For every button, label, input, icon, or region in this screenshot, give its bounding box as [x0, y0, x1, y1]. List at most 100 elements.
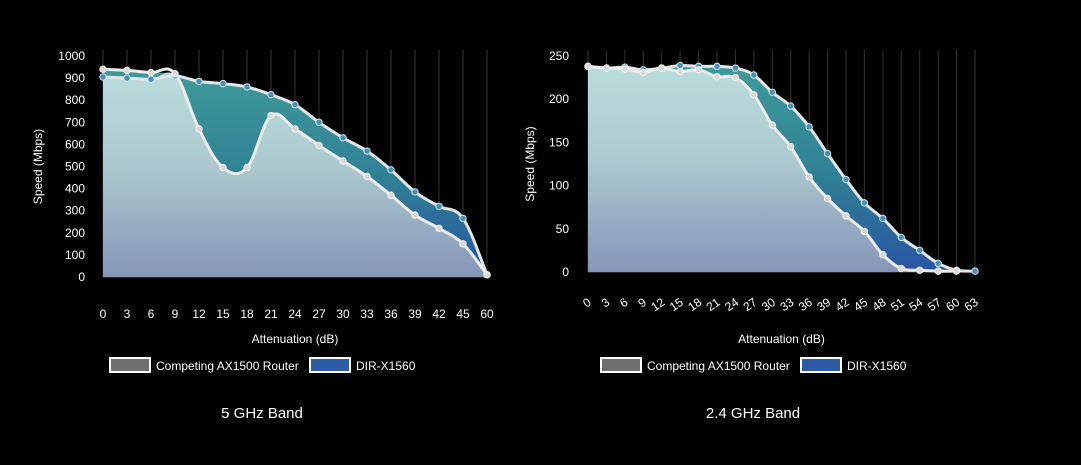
y-tick-label: 50 [556, 222, 570, 236]
y-tick-label: 150 [549, 135, 569, 149]
x-tick-label: 15 [667, 295, 686, 314]
x-tick-label: 30 [336, 307, 350, 321]
data-point-dir-x1560 [147, 75, 155, 83]
data-point-competing [879, 251, 887, 259]
data-point-dir-x1560 [339, 134, 347, 142]
x-tick-label: 39 [408, 307, 422, 321]
data-point-competing [99, 65, 107, 73]
x-tick-label: 39 [814, 295, 833, 314]
data-point-dir-x1560 [267, 90, 275, 99]
data-point-competing [584, 62, 592, 71]
data-point-competing [694, 66, 703, 74]
x-tick-label: 6 [617, 295, 631, 310]
x-tick-label: 3 [599, 295, 613, 310]
data-point-competing [243, 163, 251, 172]
y-tick-label: 700 [65, 115, 85, 129]
x-tick-label: 54 [906, 295, 925, 314]
x-tick-label: 33 [360, 307, 374, 321]
x-tick-label: 9 [172, 307, 179, 321]
data-point-competing [805, 173, 813, 181]
data-point-competing [195, 125, 203, 133]
data-point-competing [171, 69, 179, 78]
data-point-competing [750, 91, 758, 99]
legend-label-dir-x1560: DIR-X1560 [847, 359, 907, 373]
x-tick-label: 60 [480, 307, 494, 321]
legend-label-competing: Competing AX1500 Router [647, 359, 790, 373]
x-tick-label: 0 [580, 295, 594, 310]
legend-label-competing: Competing AX1500 Router [156, 359, 299, 373]
x-tick-label: 27 [312, 307, 326, 321]
data-point-competing [768, 121, 776, 129]
data-point-competing [339, 157, 347, 165]
y-tick-label: 100 [549, 179, 569, 193]
data-point-dir-x1560 [123, 74, 131, 82]
y-tick-label: 300 [65, 204, 85, 218]
data-point-competing [483, 271, 491, 279]
data-point-dir-x1560 [823, 149, 832, 158]
data-point-dir-x1560 [219, 79, 227, 88]
x-axis-title: Attenuation (dB) [738, 332, 825, 346]
x-tick-label: 48 [870, 295, 889, 314]
data-point-dir-x1560 [971, 267, 979, 275]
x-tick-label: 18 [685, 295, 704, 314]
data-point-dir-x1560 [879, 214, 887, 223]
data-point-dir-x1560 [99, 73, 107, 81]
x-tick-label: 15 [216, 307, 230, 321]
data-point-competing [602, 64, 611, 72]
x-tick-label: 42 [432, 307, 446, 321]
data-point-competing [621, 65, 629, 73]
y-axis-title: Speed (Mbps) [523, 126, 537, 201]
data-point-competing [823, 194, 832, 203]
y-tick-label: 800 [65, 93, 85, 107]
data-point-dir-x1560 [363, 147, 371, 155]
lower-fill-area [588, 66, 975, 272]
data-point-competing [676, 67, 684, 76]
x-tick-label: 45 [851, 295, 870, 314]
x-tick-label: 42 [833, 295, 852, 314]
data-point-dir-x1560 [897, 233, 905, 242]
data-point-dir-x1560 [731, 64, 740, 72]
y-tick-label: 600 [65, 137, 85, 151]
data-point-competing [934, 267, 942, 275]
y-tick-label: 250 [549, 49, 569, 63]
data-point-competing [363, 172, 371, 181]
data-point-competing [731, 73, 740, 82]
data-point-dir-x1560 [805, 123, 813, 131]
x-axis-title: Attenuation (dB) [252, 332, 339, 346]
x-tick-label: 27 [741, 295, 760, 314]
lower-fill-area [103, 72, 487, 277]
data-point-dir-x1560 [916, 246, 924, 255]
data-point-competing [219, 163, 227, 172]
data-point-dir-x1560 [435, 202, 443, 210]
y-tick-label: 1000 [58, 49, 85, 63]
data-point-competing [435, 224, 443, 233]
data-point-competing [387, 191, 395, 199]
data-point-dir-x1560 [713, 62, 721, 71]
x-tick-label: 21 [704, 295, 723, 314]
data-point-dir-x1560 [195, 77, 203, 86]
x-tick-label: 12 [648, 295, 667, 314]
data-point-dir-x1560 [860, 199, 869, 207]
legend-label-dir-x1560: DIR-X1560 [356, 359, 416, 373]
y-axis-title: Speed (Mbps) [31, 129, 45, 204]
x-tick-label: 24 [722, 295, 741, 314]
x-tick-label: 12 [192, 307, 206, 321]
data-point-competing [147, 68, 155, 77]
data-point-competing [860, 227, 869, 236]
y-tick-label: 200 [65, 226, 85, 240]
y-tick-label: 200 [549, 92, 569, 106]
data-point-competing [787, 143, 795, 151]
legend-swatch-competing [109, 357, 151, 373]
y-tick-label: 100 [65, 248, 85, 262]
gap-area [588, 65, 975, 272]
x-tick-label: 45 [456, 307, 470, 321]
data-point-competing [639, 68, 647, 77]
x-tick-label: 18 [240, 307, 254, 321]
data-point-competing [267, 111, 275, 120]
data-point-competing [123, 66, 131, 75]
y-tick-label: 0 [78, 270, 85, 284]
data-point-competing [411, 211, 419, 219]
data-point-competing [713, 73, 721, 81]
